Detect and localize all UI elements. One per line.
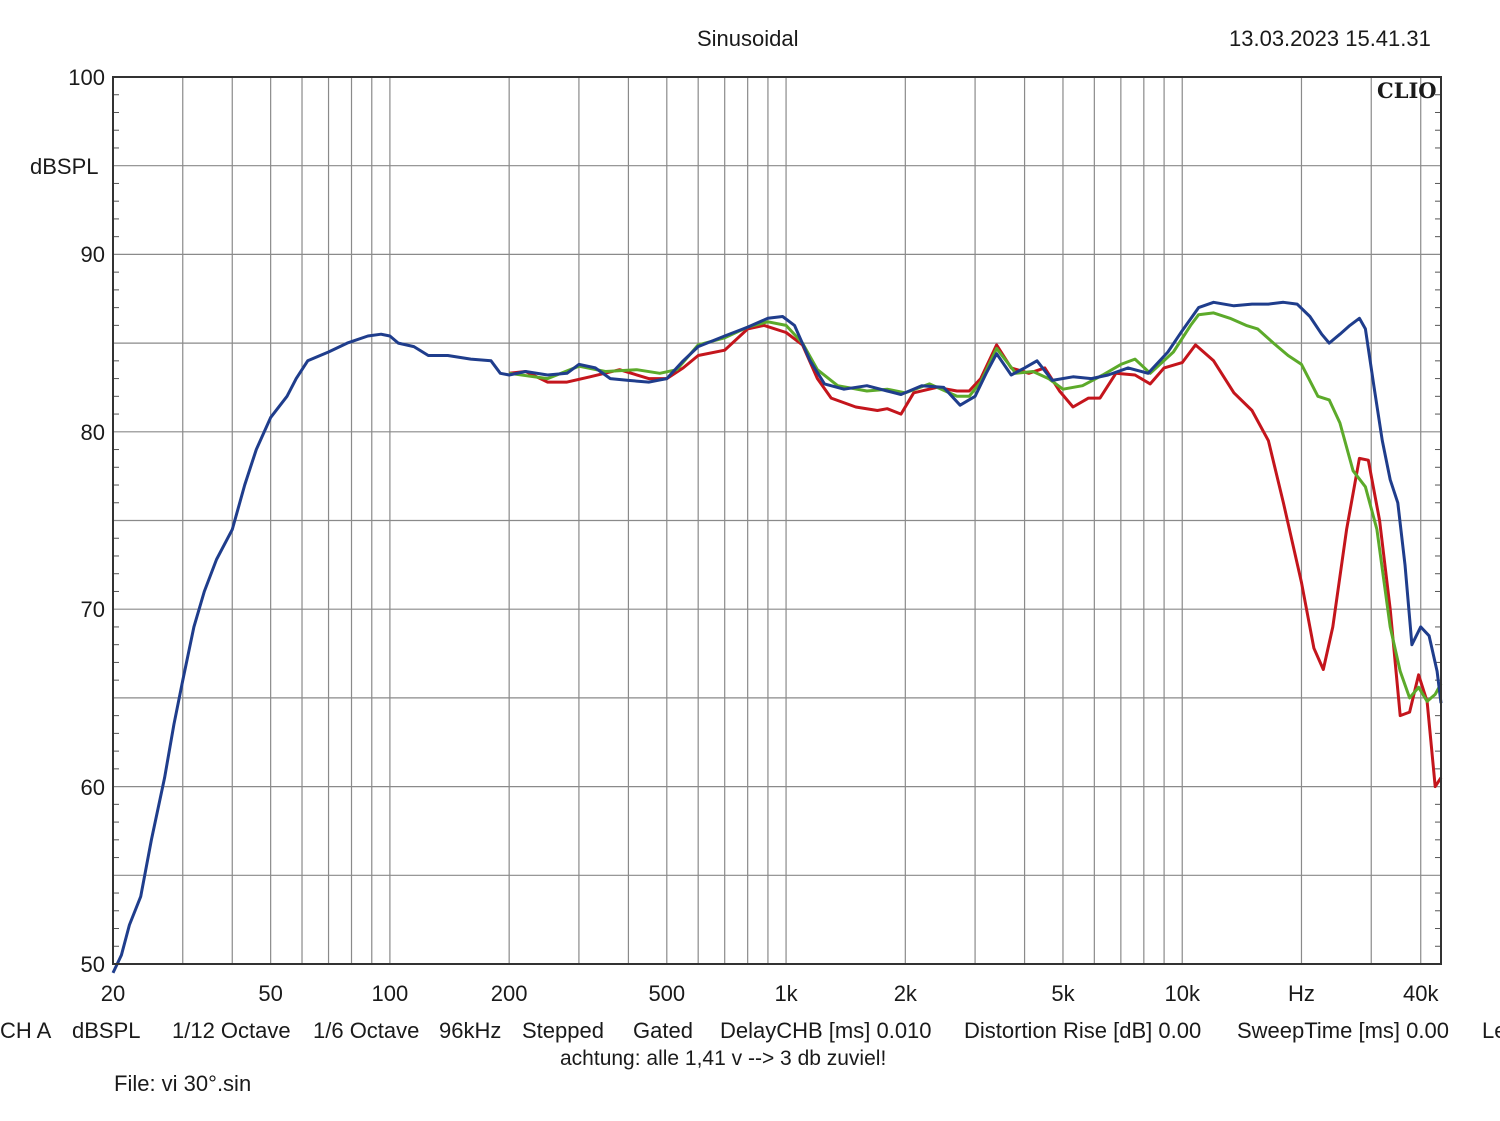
setting-item: 1/12 Octave bbox=[172, 1018, 291, 1043]
setting-item: Distortion Rise [dB] 0.00 bbox=[964, 1018, 1202, 1043]
x-tick-label: 1k bbox=[774, 981, 798, 1006]
y-tick-label: 100 bbox=[68, 65, 105, 90]
x-tick-label: 5k bbox=[1051, 981, 1075, 1006]
setting-item: 1/6 Octave bbox=[313, 1018, 420, 1043]
setting-item: 96kHz bbox=[439, 1018, 502, 1043]
timestamp: 13.03.2023 15.41.31 bbox=[1229, 26, 1431, 51]
file-name: File: vi 30°.sin bbox=[114, 1071, 252, 1096]
setting-item: DelayCHB [ms] 0.010 bbox=[720, 1018, 932, 1043]
y-axis-unit-label: dBSPL bbox=[30, 154, 99, 179]
x-tick-label: 500 bbox=[648, 981, 686, 1006]
note-text: achtung: alle 1,41 v --> 3 db zuviel! bbox=[560, 1047, 887, 1070]
setting-item: Stepped bbox=[522, 1018, 604, 1043]
setting-item: Le bbox=[1482, 1018, 1500, 1043]
x-tick-label: 100 bbox=[371, 981, 409, 1006]
y-tick-label: 90 bbox=[80, 242, 105, 268]
y-tick-label: 60 bbox=[80, 774, 105, 800]
x-tick-label: 40k bbox=[1402, 981, 1439, 1006]
setting-item: Gated bbox=[633, 1018, 693, 1043]
setting-item: SweepTime [ms] 0.00 bbox=[1237, 1018, 1449, 1043]
y-tick-label: 50 bbox=[80, 952, 105, 977]
x-tick-label: 200 bbox=[490, 981, 528, 1006]
x-tick-label: Hz bbox=[1288, 981, 1315, 1006]
x-tick-label: 50 bbox=[258, 981, 283, 1006]
setting-item: dBSPL bbox=[72, 1018, 141, 1043]
y-tick-label: 80 bbox=[80, 419, 105, 445]
y-tick-label: 70 bbox=[80, 597, 105, 623]
x-tick-label: 20 bbox=[100, 981, 126, 1006]
plot-frame bbox=[112, 76, 1442, 965]
series-line-3 bbox=[111, 300, 1443, 974]
chart-title: Sinusoidal bbox=[697, 26, 799, 51]
x-tick-label: 10k bbox=[1164, 981, 1200, 1006]
x-tick-label: 2k bbox=[893, 981, 917, 1006]
series-group bbox=[111, 300, 1443, 974]
grid bbox=[113, 77, 1441, 964]
brand-logo: CLIO bbox=[1377, 78, 1437, 103]
setting-item: CH A bbox=[0, 1018, 52, 1043]
